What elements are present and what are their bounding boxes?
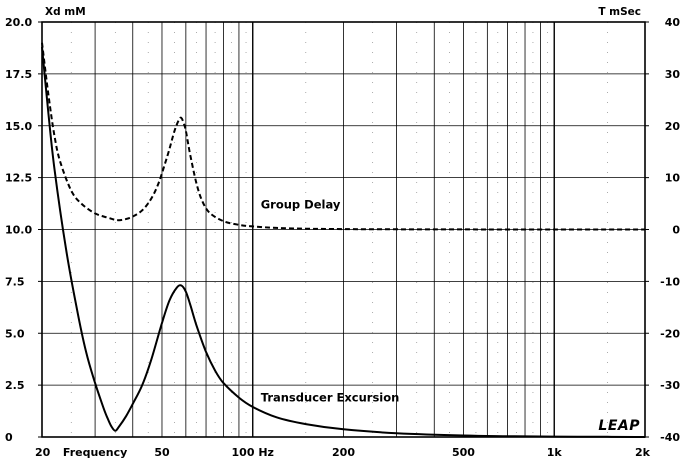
y-right-tick-label: -40 [660, 431, 680, 444]
x-tick-label: 500 [452, 446, 475, 459]
y-left-tick-label: 2.5 [5, 379, 25, 392]
group-delay-label: Group Delay [261, 198, 341, 212]
x-tick-label: 200 [332, 446, 355, 459]
x-tick-label: 1k [547, 446, 563, 459]
y-right-tick-label: -10 [660, 275, 680, 288]
group-delay-line [41, 42, 645, 231]
y-right-tick-label: 40 [665, 16, 681, 29]
y-left-tick-label: 5.0 [5, 327, 25, 340]
y-left-tick-label: 20.0 [5, 16, 32, 29]
leap-logo: LEAP [598, 418, 640, 434]
x-tick-label: 50 [154, 446, 170, 459]
y-left-tick-label: 12.5 [5, 172, 32, 185]
y-left-tick-label: 7.5 [5, 275, 25, 288]
x-tick-label: 2k [635, 446, 651, 459]
x-tick-label: 20 [35, 446, 51, 459]
x-axis-label: Frequency [63, 446, 127, 459]
transducer-excursion-label: Transducer Excursion [261, 391, 400, 405]
series [41, 42, 646, 438]
transducer-excursion-line [41, 46, 646, 438]
y-right-tick-label: 10 [665, 172, 681, 185]
y-left-tick-label: 0 [5, 431, 13, 444]
y-right-tick-label: 0 [672, 224, 680, 237]
y-right-tick-label: 30 [665, 68, 681, 81]
y-right-axis-label: T mSec [598, 6, 641, 18]
labels: Transducer Excursion Group Delay 0 2.5 5.0 7.… [5, 6, 680, 459]
y-left-tick-label: 17.5 [5, 68, 32, 81]
y-right-tick-label: -20 [660, 327, 680, 340]
y-right-tick-label: 20 [665, 120, 681, 133]
y-left-axis-label: Xd mM [45, 6, 86, 18]
y-left-tick-label: 15.0 [5, 120, 32, 133]
y-left-tick-label: 10.0 [5, 224, 32, 237]
y-right-tick-label: -30 [660, 379, 680, 392]
plot-frame [38, 21, 649, 438]
x-tick-label: 100 Hz [232, 446, 274, 459]
